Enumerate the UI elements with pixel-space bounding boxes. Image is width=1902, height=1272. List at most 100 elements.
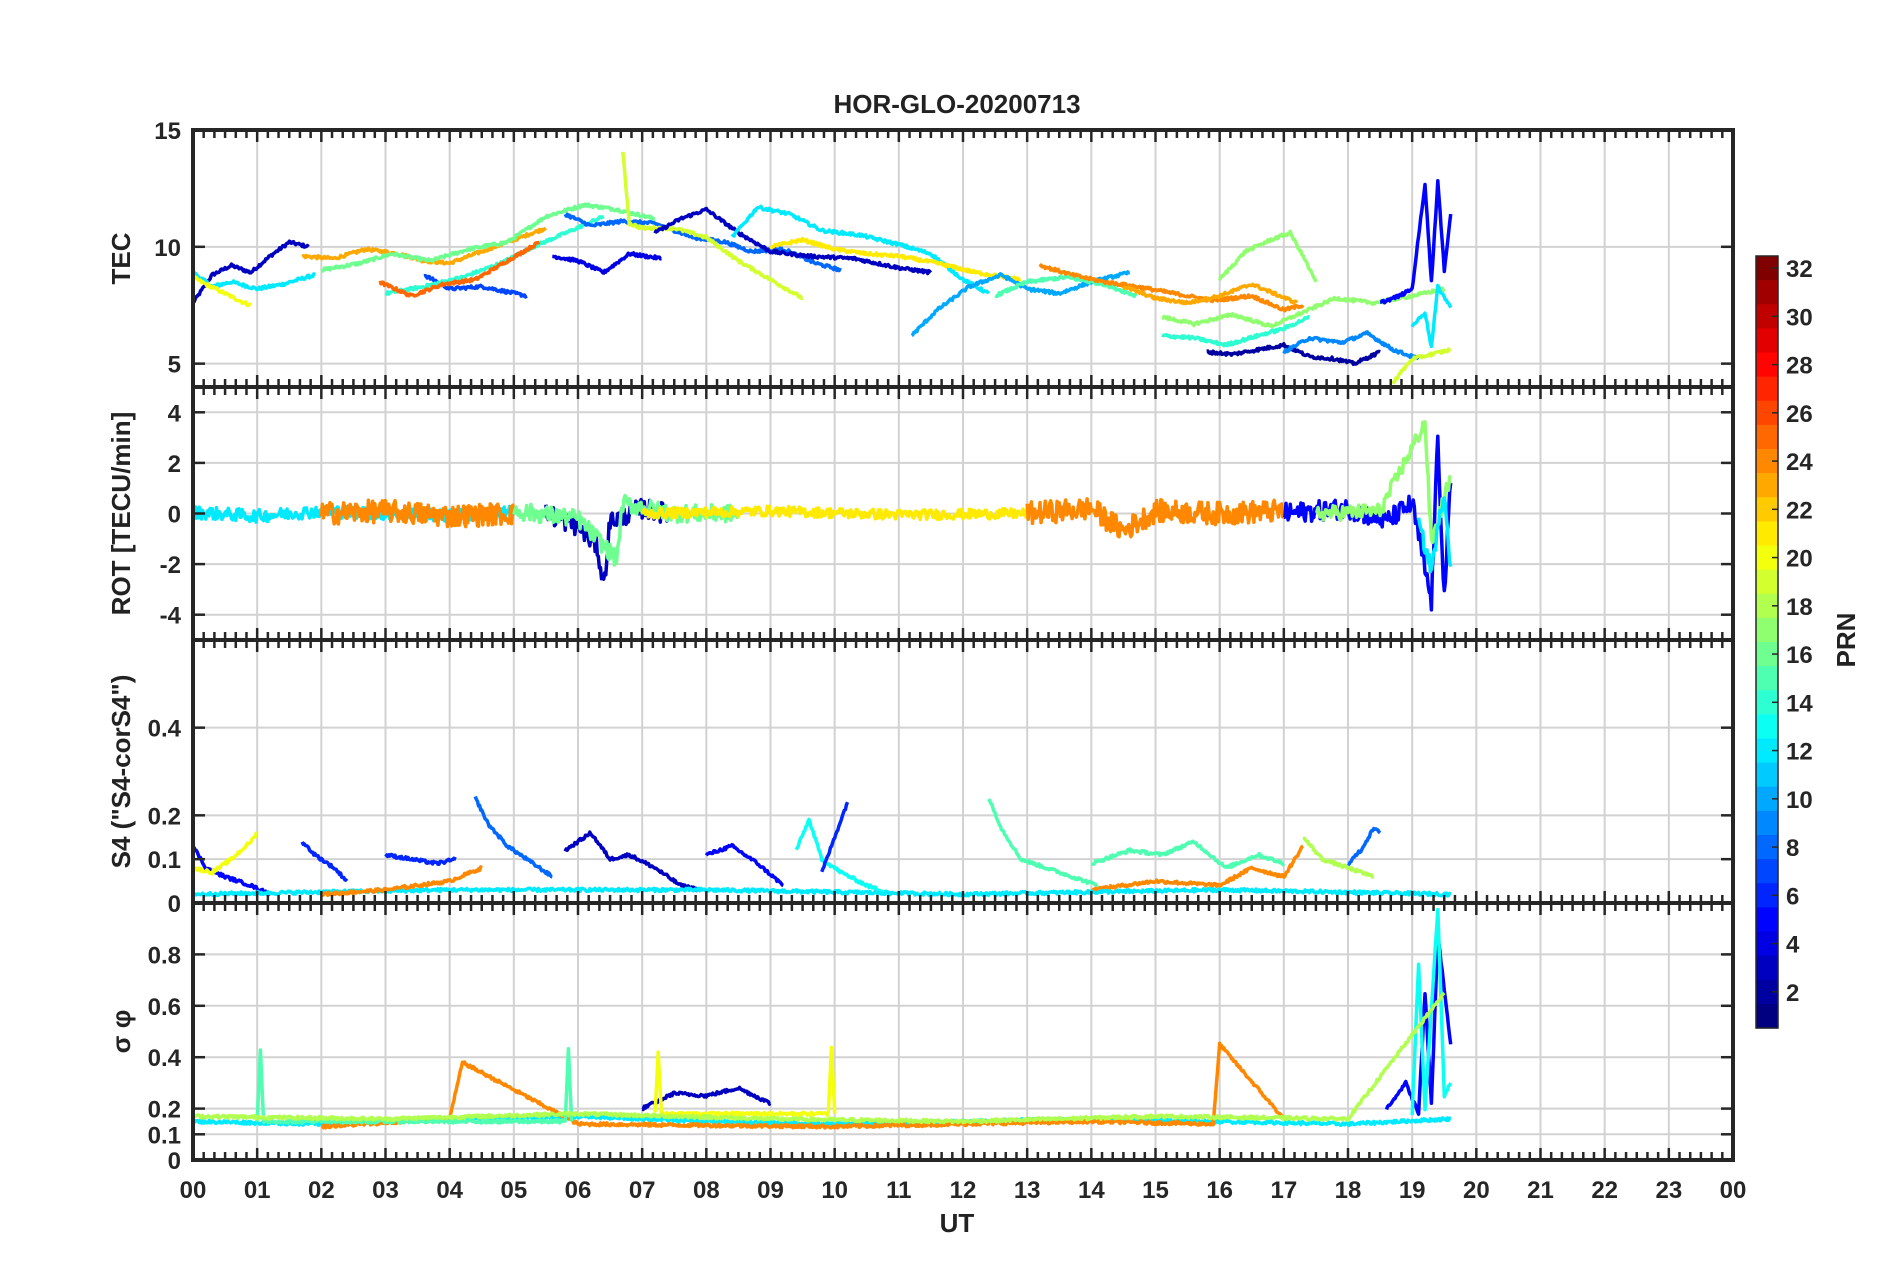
colorbar-segment	[1756, 955, 1778, 981]
series-line-prn-24	[1038, 263, 1305, 313]
colorbar-segment	[1756, 835, 1778, 860]
series-line-prn-5	[1379, 179, 1453, 305]
x-tick-label: 19	[1399, 1177, 1426, 1204]
colorbar-segment	[1756, 690, 1778, 715]
series-line-prn-25	[378, 240, 541, 298]
colorbar-segment	[1756, 376, 1778, 402]
series-line-prn-3	[563, 830, 702, 893]
series-line-prn-16	[320, 202, 656, 274]
colorbar-segment	[1756, 762, 1778, 788]
series-line-prn-3	[653, 206, 933, 276]
x-tick-label: 17	[1270, 1177, 1297, 1204]
x-tick-label: 04	[436, 1177, 463, 1204]
y-axis-label: TEC	[106, 232, 136, 284]
colorbar-label: PRN	[1831, 613, 1861, 668]
colorbar-segment	[1756, 449, 1778, 474]
series-line-prn-12	[193, 886, 1452, 898]
series-line-prn-24	[319, 498, 516, 529]
x-tick-label: 22	[1591, 1177, 1618, 1204]
series-line-prn-15	[987, 798, 1099, 888]
series-group-ROT	[193, 420, 1453, 612]
colorbar-segment	[1756, 304, 1778, 329]
colorbar-segment	[1756, 593, 1778, 619]
colorbar-segment	[1756, 642, 1778, 667]
series-line-prn-20	[193, 274, 253, 308]
colorbar-tick-label: 22	[1786, 497, 1813, 524]
y-tick-label: 0.8	[148, 942, 181, 969]
x-tick-label: 13	[1014, 1177, 1041, 1204]
x-tick-label: 07	[629, 1177, 656, 1204]
series-line-prn-14	[1161, 314, 1311, 348]
x-tick-label: 16	[1206, 1177, 1233, 1204]
panel-S4: 0 0.1 0.2 0.4 S4 ("S4-corS4")	[106, 638, 1735, 918]
x-tick-label: 14	[1078, 1177, 1105, 1204]
series-line-prn-24	[1025, 497, 1286, 539]
y-tick-label: 2	[168, 451, 181, 478]
x-tick-label: 21	[1527, 1177, 1554, 1204]
series-line-prn-8	[1347, 826, 1382, 866]
x-tick-label: 09	[757, 1177, 784, 1204]
x-tick-label: 12	[950, 1177, 977, 1204]
panel-sigma_phi: 00.10.2 0.4 0.6 0.8 σ φ	[106, 901, 1735, 1175]
colorbar-tick-label: 10	[1786, 787, 1813, 814]
colorbar-tick-label: 6	[1786, 883, 1799, 910]
colorbar-segment	[1756, 666, 1778, 691]
colorbar-segment	[1756, 400, 1778, 426]
series-line-prn-23	[1121, 282, 1299, 306]
colorbar-tick-label: 26	[1786, 401, 1813, 428]
y-tick-label: -4	[160, 603, 182, 630]
colorbar-tick-label: 8	[1786, 835, 1799, 862]
series-line-prn-24	[319, 865, 483, 898]
series-group-S4	[193, 795, 1452, 898]
x-tick-label: 10	[821, 1177, 848, 1204]
x-tick-label: 05	[500, 1177, 527, 1204]
x-tick-label: 06	[565, 1177, 592, 1204]
series-line-prn-17	[1218, 229, 1318, 283]
colorbar-tick-label: 12	[1786, 739, 1813, 766]
panels: 5 10 15 TEC -4 -2 0 2 4 ROT [TECU/min] 00.10.20.4S…	[106, 118, 1746, 1204]
colorbar-segment	[1756, 497, 1778, 522]
y-tick-label: -2	[160, 552, 181, 579]
grid-S4	[192, 640, 1734, 904]
y-tick-label: 4	[168, 400, 182, 427]
y-tick-label: 0.6	[148, 994, 181, 1021]
x-tick-label: 03	[372, 1177, 399, 1204]
y-axis-label: σ φ	[106, 1010, 136, 1054]
y-tick-label: 0.2	[148, 1097, 181, 1124]
y-axis-label: ROT [TECU/min]	[106, 412, 136, 616]
colorbar-segment	[1756, 738, 1778, 764]
colorbar-segment	[1756, 810, 1778, 836]
series-line-prn-4	[551, 251, 663, 275]
y-tick-label: 10	[154, 235, 181, 262]
x-tick-label: 01	[244, 1177, 271, 1204]
series-line-prn-9	[1282, 330, 1420, 361]
x-axis-label: UT	[940, 1208, 975, 1238]
colorbar-segment	[1756, 907, 1778, 933]
series-group-sigma_phi	[193, 907, 1453, 1130]
colorbar-tick-label: 2	[1786, 980, 1799, 1007]
y-tick-label: 5	[168, 352, 181, 379]
colorbar-tick-label: 32	[1786, 256, 1813, 283]
series-line-prn-17	[1314, 420, 1453, 545]
colorbar-segment	[1756, 979, 1778, 1005]
series-line-prn-19	[621, 151, 804, 301]
colorbar-segment	[1756, 545, 1778, 571]
series-line-prn-14	[384, 214, 605, 296]
figure-title: HOR-GLO-20200713	[833, 89, 1080, 119]
y-tick-label: 0	[168, 1148, 181, 1175]
series-line-prn-15	[994, 274, 1138, 299]
series-line-prn-13	[794, 817, 894, 897]
x-tick-label: 08	[693, 1177, 720, 1204]
y-tick-label: 15	[154, 118, 181, 145]
x-tick-label: 00	[1720, 1177, 1747, 1204]
colorbar-segment	[1756, 786, 1778, 812]
colorbar-segment	[1756, 569, 1778, 595]
series-line-prn-21	[769, 236, 1022, 283]
series-line-prn-5	[704, 842, 785, 888]
ticks-sigma_phi	[191, 903, 1735, 1162]
series-line-prn-20	[653, 1045, 837, 1118]
colorbar-tick-label: 30	[1786, 304, 1813, 331]
colorbar-tick-label: 16	[1786, 642, 1813, 669]
